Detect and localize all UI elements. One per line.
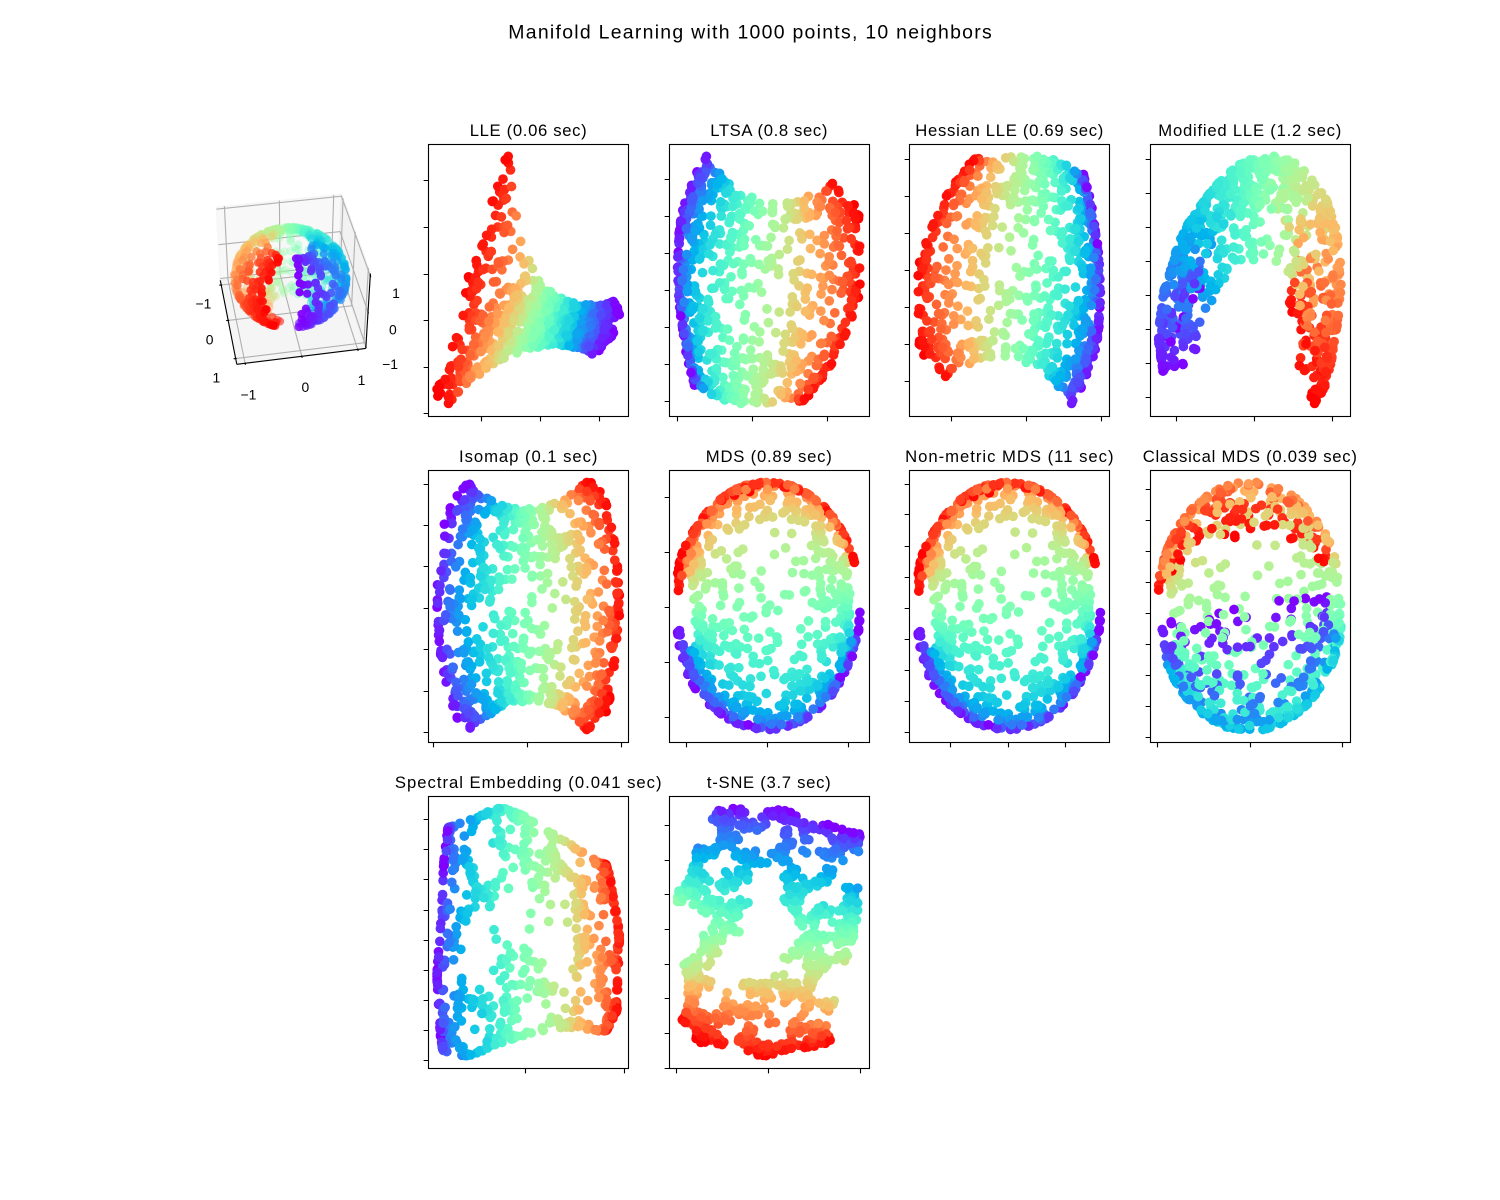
svg-text:Isomap (0.1 sec): Isomap (0.1 sec)	[459, 447, 597, 466]
svg-text:Modified LLE (1.2 sec): Modified LLE (1.2 sec)	[1158, 121, 1341, 140]
svg-text:LLE (0.06 sec): LLE (0.06 sec)	[470, 121, 587, 140]
svg-text:0: 0	[206, 331, 214, 347]
svg-text:LTSA (0.8 sec): LTSA (0.8 sec)	[710, 121, 827, 140]
svg-text:MDS (0.89 sec): MDS (0.89 sec)	[706, 447, 832, 466]
svg-text:1: 1	[358, 372, 366, 388]
svg-text:0: 0	[389, 321, 397, 337]
svg-text:Hessian LLE (0.69 sec): Hessian LLE (0.69 sec)	[915, 121, 1103, 140]
svg-text:1: 1	[392, 285, 400, 301]
svg-text:Manifold Learning with 1000 po: Manifold Learning with 1000 points, 10 n…	[508, 21, 992, 43]
svg-text:0: 0	[302, 379, 310, 395]
svg-text:−1: −1	[195, 296, 211, 312]
svg-text:−1: −1	[240, 386, 256, 402]
svg-text:1: 1	[213, 370, 221, 386]
svg-text:−1: −1	[382, 356, 398, 372]
